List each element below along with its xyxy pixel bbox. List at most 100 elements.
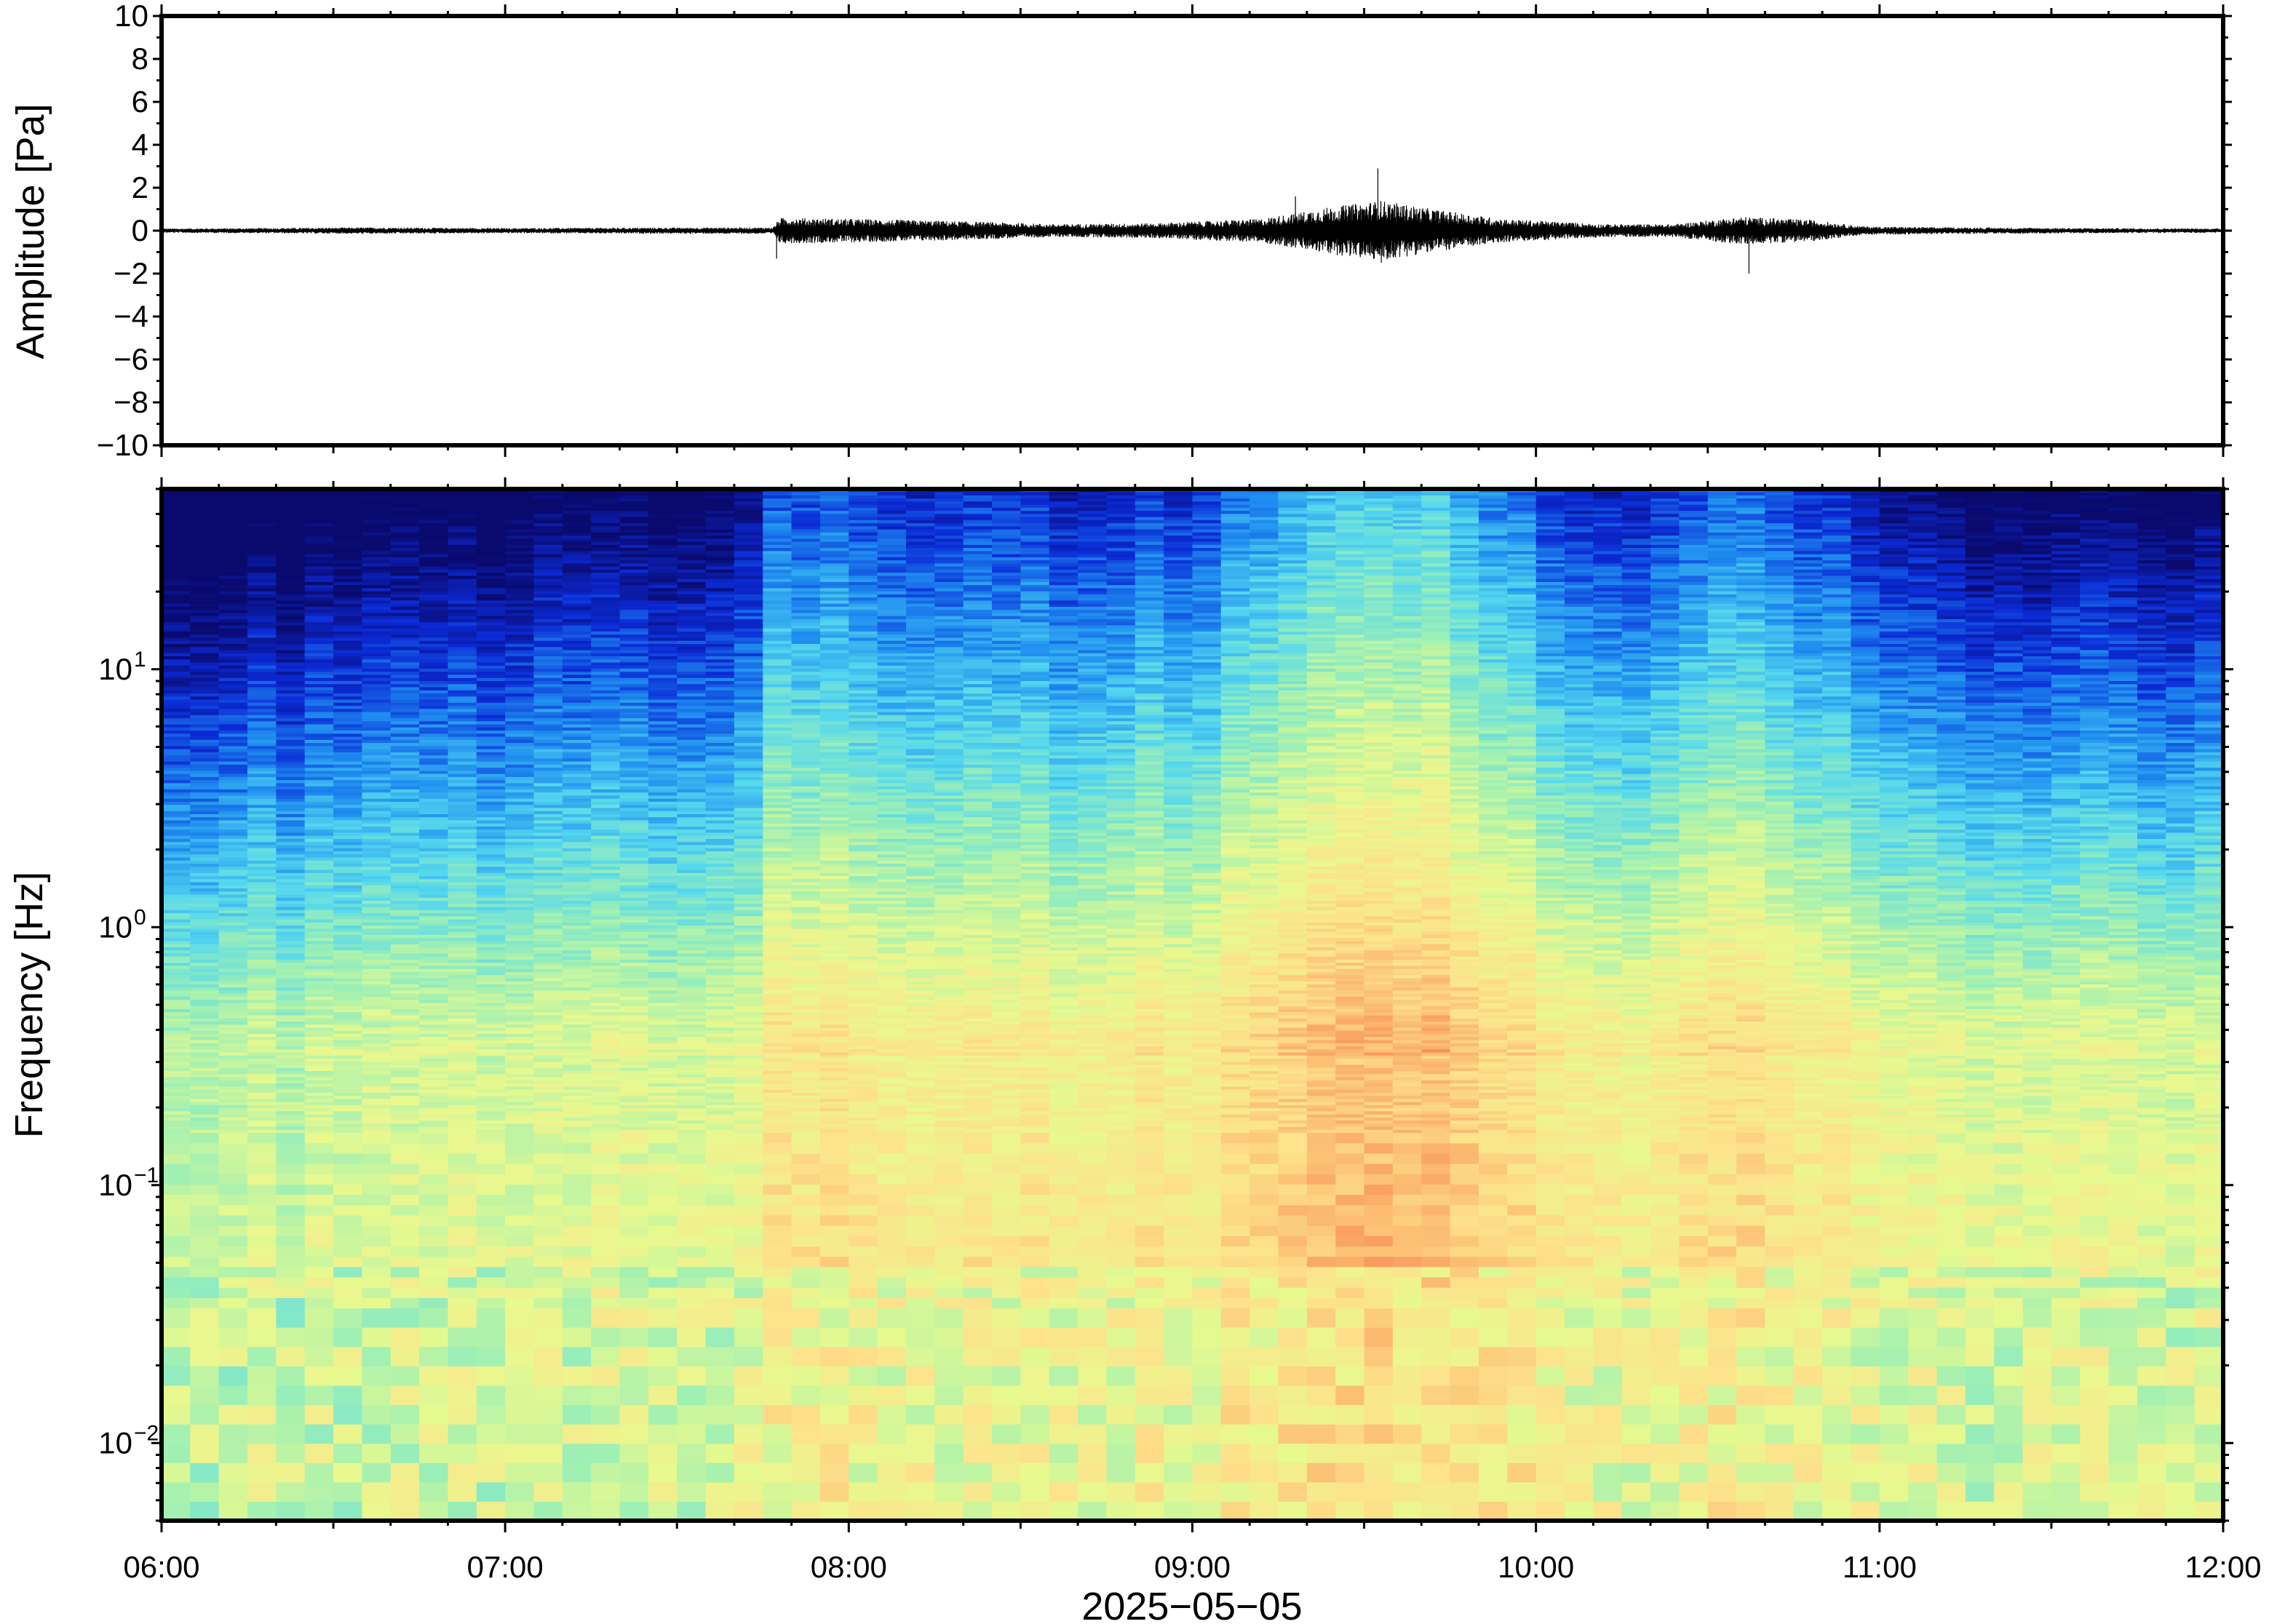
spectrogram-cell (476, 844, 506, 848)
spectrogram-cell (677, 761, 707, 765)
spectrogram-cell (705, 547, 735, 552)
spectrogram-cell (591, 1204, 621, 1216)
spectrogram-cell (705, 934, 735, 939)
spectrogram-cell (247, 742, 277, 747)
spectrogram-cell (619, 950, 649, 954)
spectrogram-cell (247, 869, 277, 873)
spectrogram-cell (677, 903, 707, 907)
spectrogram-cell (362, 1046, 392, 1050)
spectrogram-cell (362, 1126, 392, 1130)
spectrogram-cell (505, 990, 535, 994)
spectrogram-cell (218, 851, 248, 855)
spectrogram-cell (218, 520, 248, 524)
spectrogram-cell (419, 562, 448, 567)
spectrogram-cell (162, 575, 191, 579)
spectrogram-cell (677, 993, 707, 997)
spectrogram-cell (705, 1117, 735, 1121)
spectrogram-cell (648, 807, 677, 811)
spectrogram-cell (533, 1123, 563, 1127)
spectrogram-cell (705, 640, 735, 644)
spectrogram-cell (448, 1043, 477, 1046)
spectrogram-cell (190, 671, 220, 675)
spectrogram-cell (390, 981, 420, 984)
spectrogram-cell (648, 757, 677, 762)
spectrogram-cell (247, 875, 277, 880)
spectrogram-cell (162, 776, 191, 781)
spectrogram-cell (333, 575, 362, 579)
spectrogram-cell (562, 501, 592, 505)
spectrogram-cell (390, 698, 420, 703)
spectrogram-cell (448, 965, 477, 969)
spectrogram-cell (505, 947, 535, 951)
spectrogram-cell (247, 1067, 277, 1071)
spectrogram-cell (304, 1107, 334, 1112)
spectrogram-cell (448, 680, 477, 685)
spectrogram-cell (562, 909, 592, 914)
spectrogram-cell (333, 1039, 362, 1043)
spectrogram-cell (734, 1120, 763, 1124)
spectrogram-cell (648, 1098, 677, 1102)
spectrogram-cell (533, 513, 563, 517)
spectrogram-cell (562, 733, 592, 737)
spectrogram-cell (619, 968, 649, 972)
spectrogram-cell (562, 646, 592, 650)
spectrogram-cell (734, 962, 763, 966)
spectrogram-cell (362, 1002, 392, 1006)
spectrogram-cell (390, 1462, 420, 1483)
spectrogram-cell (333, 1385, 362, 1406)
spectrogram-cell (619, 1129, 649, 1134)
spectrogram-cell (190, 656, 220, 660)
spectrogram-cell (247, 1048, 277, 1053)
spectrogram-cell (476, 572, 506, 576)
spectrogram-cell (648, 1073, 677, 1078)
spectrogram-cell (304, 1073, 334, 1078)
spectrogram-cell (505, 956, 535, 960)
spectrogram-cell (419, 835, 448, 839)
spectrogram-cell (448, 1235, 477, 1247)
spectrogram-cell (705, 501, 735, 505)
spectrogram-cell (562, 1014, 592, 1019)
spectrogram-cell (533, 1366, 563, 1386)
spectrogram-cell (362, 1092, 392, 1096)
spectrogram-cell (734, 1297, 763, 1309)
spectrogram-cell (390, 1073, 420, 1078)
spectrogram-cell (562, 761, 592, 765)
spectrogram-cell (276, 587, 306, 592)
spectrogram-cell (734, 856, 763, 861)
spectrogram-cell (476, 618, 506, 623)
spectrogram-cell (276, 1129, 306, 1134)
spectrogram-cell (476, 792, 506, 796)
spectrogram-cell (162, 968, 191, 972)
spectrogram-cell (677, 893, 707, 898)
spectrogram-cell (448, 677, 477, 681)
spectrogram-cell (247, 1126, 277, 1130)
spectrogram-cell (648, 631, 677, 635)
spectrogram-cell (648, 736, 677, 740)
spectrogram-cell (533, 835, 563, 839)
spectrogram-cell (591, 1083, 621, 1087)
spectrogram-cell (476, 993, 506, 997)
spectrogram-cell (677, 1036, 707, 1040)
spectrogram-cell (648, 535, 677, 539)
spectrogram-cell (276, 838, 306, 843)
spectrogram-cell (448, 1246, 477, 1257)
spectrogram-cell (619, 977, 649, 982)
spectrogram-cell (677, 739, 707, 744)
spectrogram-cell (390, 562, 420, 567)
spectrogram-cell (190, 792, 220, 796)
spectrogram-cell (619, 1067, 649, 1071)
spectrogram-cell (677, 646, 707, 650)
spectrogram-cell (247, 550, 277, 554)
spectrogram-cell (390, 853, 420, 858)
spectrogram-cell (218, 826, 248, 830)
spectrogram-cell (190, 547, 220, 552)
spectrogram-cell (677, 1011, 707, 1016)
spectrogram-cell (247, 653, 277, 656)
spectrogram-cell (247, 547, 277, 552)
spectrogram-cell (619, 1346, 649, 1366)
spectrogram-cell (276, 987, 306, 991)
spectrogram-cell (562, 853, 592, 858)
spectrogram-cell (190, 1266, 220, 1278)
spectrogram-cell (362, 727, 392, 731)
spectrogram-cell (648, 1014, 677, 1019)
